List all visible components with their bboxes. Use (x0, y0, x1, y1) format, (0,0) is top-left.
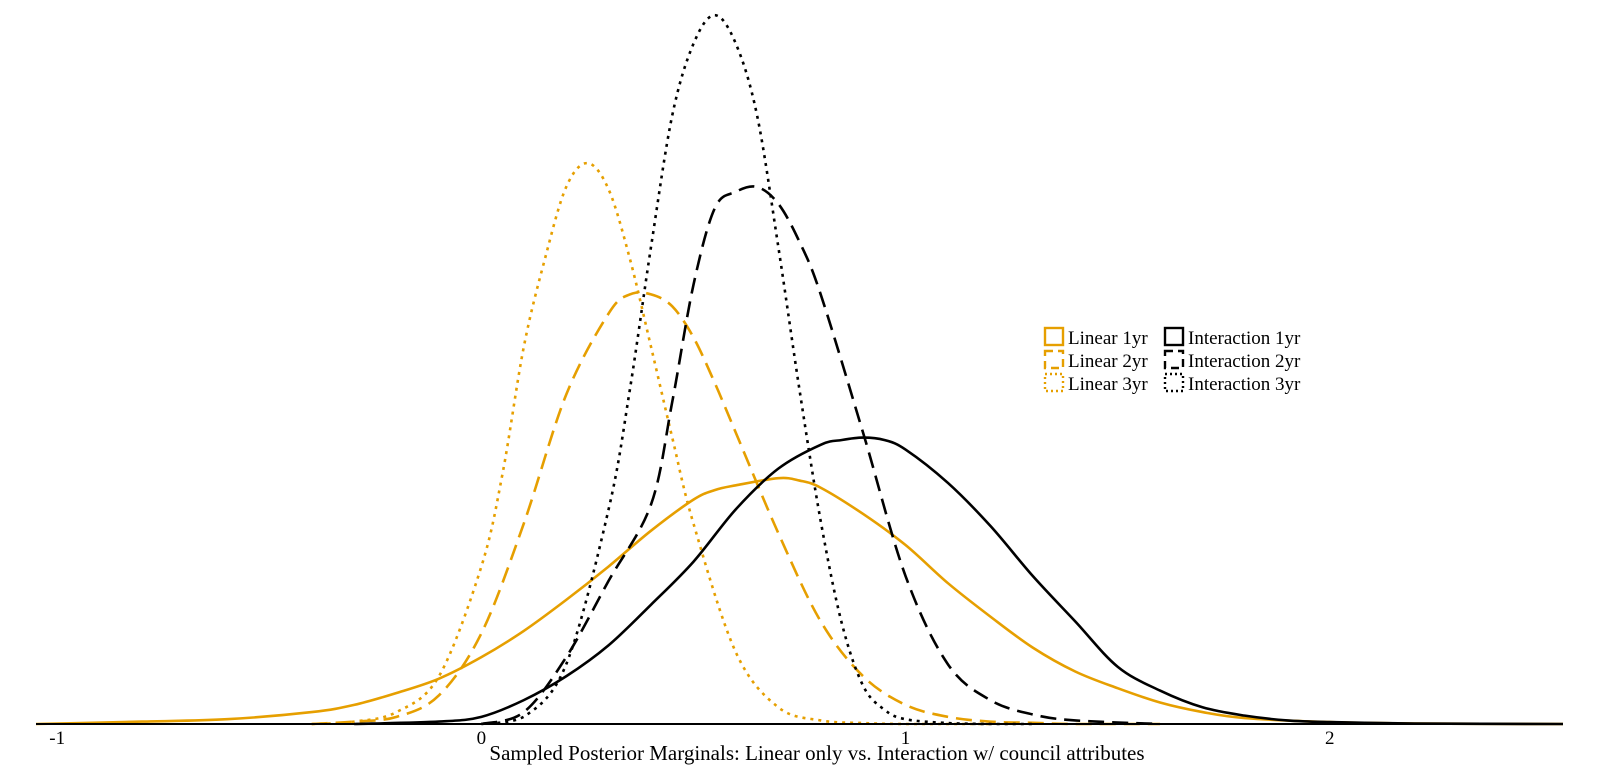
series-layer (35, 13, 1564, 726)
legend-label-linear-1yr: Linear 1yr (1068, 328, 1148, 349)
x-tick-label-1: 0 (477, 728, 487, 749)
legend-label-interaction-2yr: Interaction 2yr (1188, 351, 1301, 372)
x-axis-title: Sampled Posterior Marginals: Linear only… (489, 741, 1144, 765)
series-line-interaction-3yr (481, 13, 1033, 726)
legend-item-linear-1yr: Linear 1yr (1043, 326, 1148, 349)
legend-swatch-linear-3yr (1043, 372, 1065, 393)
x-tick-label-0: -1 (49, 728, 65, 749)
legend-swatch-linear-1yr (1043, 326, 1065, 347)
legend-swatch-interaction-1yr (1163, 326, 1185, 347)
legend-label-linear-3yr: Linear 3yr (1068, 374, 1148, 395)
series-line-interaction-2yr (481, 185, 1161, 726)
legend-swatch-interaction-3yr (1163, 372, 1185, 393)
series-line-linear-2yr (311, 291, 1161, 726)
legend-swatch-interaction-2yr (1163, 349, 1185, 370)
legend-label-interaction-3yr: Interaction 3yr (1188, 374, 1301, 395)
series-line-linear-1yr (35, 476, 1564, 726)
x-tick-label-2: 1 (901, 728, 911, 749)
legend-item-interaction-2yr: Interaction 2yr (1163, 349, 1301, 372)
legend-item-interaction-3yr: Interaction 3yr (1163, 372, 1301, 395)
legend-item-linear-3yr: Linear 3yr (1043, 372, 1148, 395)
legend-label-linear-2yr: Linear 2yr (1068, 351, 1148, 372)
series-line-linear-3yr (311, 161, 991, 726)
legend-item-interaction-1yr: Interaction 1yr (1163, 326, 1301, 349)
legend-swatch-linear-2yr (1043, 349, 1065, 370)
legend-item-linear-2yr: Linear 2yr (1043, 349, 1148, 372)
legend-label-interaction-1yr: Interaction 1yr (1188, 328, 1301, 349)
series-line-interaction-1yr (354, 436, 1564, 726)
x-tick-label-3: 2 (1325, 728, 1335, 749)
x-tick-layer: -1 0 1 2 (49, 728, 1334, 749)
